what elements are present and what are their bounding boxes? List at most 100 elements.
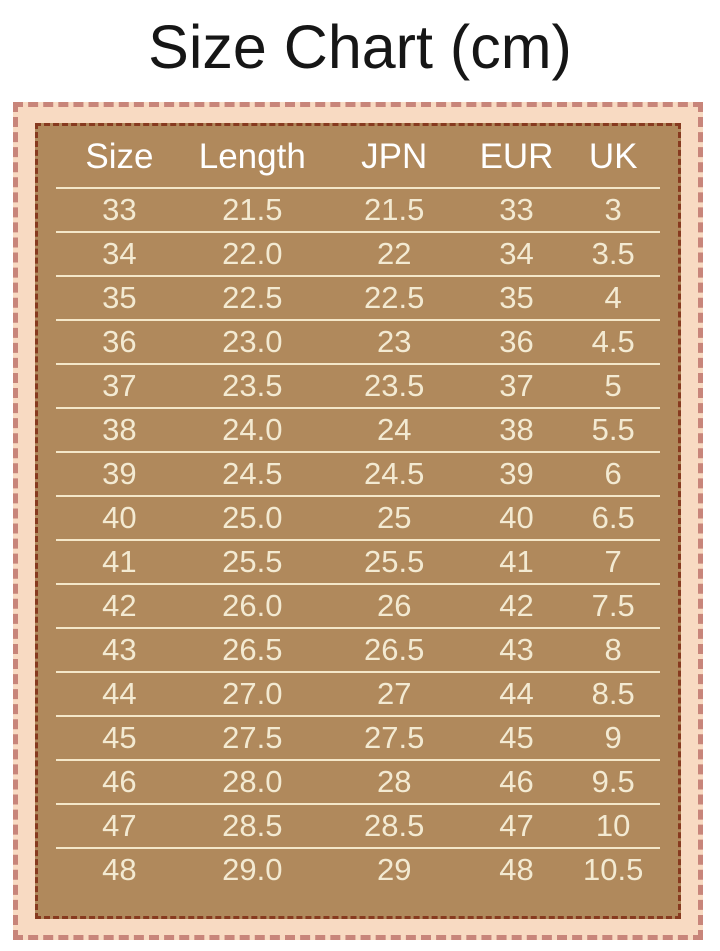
table-cell: 24.0 [182,408,322,453]
table-cell: 25.5 [182,540,322,585]
table-cell: 3 [566,188,660,233]
table-cell: 23.0 [182,320,322,365]
table-cell: 45 [56,716,183,761]
table-row: 36 23.0 23 36 4.5 [56,320,660,365]
table-cell: 36 [56,320,183,365]
table-cell: 34 [466,232,567,277]
column-header-length: Length [182,126,322,189]
table-row: 42 26.0 26 42 7.5 [56,584,660,629]
table-row: 46 28.0 28 46 9.5 [56,760,660,805]
table-cell: 46 [56,760,183,805]
table-cell: 22.5 [182,276,322,321]
table-cell: 25.5 [321,540,467,585]
table-cell: 8 [566,628,660,673]
table-row: 39 24.5 24.5 39 6 [56,452,660,497]
table-cell: 47 [56,804,183,849]
table-row: 34 22.0 22 34 3.5 [56,232,660,277]
table-cell: 46 [466,760,567,805]
table-cell: 6.5 [566,496,660,541]
table-cell: 10 [566,804,660,849]
table-cell: 25 [321,496,467,541]
table-cell: 22 [321,232,467,277]
table-cell: 43 [56,628,183,673]
table-cell: 39 [56,452,183,497]
table-cell: 41 [466,540,567,585]
table-cell: 23.5 [321,364,467,409]
table-row: 45 27.5 27.5 45 9 [56,716,660,761]
table-cell: 36 [466,320,567,365]
page-title: Size Chart (cm) [148,13,572,81]
table-cell: 4.5 [566,320,660,365]
table-cell: 8.5 [566,672,660,717]
table-cell: 41 [56,540,183,585]
table-cell: 35 [466,276,567,321]
table-cell: 9.5 [566,760,660,805]
table-cell: 33 [466,188,567,233]
table-cell: 34 [56,232,183,277]
table-cell: 39 [466,452,567,497]
table-cell: 26.5 [321,628,467,673]
table-cell: 23 [321,320,467,365]
table-cell: 28.5 [182,804,322,849]
table-cell: 42 [466,584,567,629]
table-row: 37 23.5 23.5 37 5 [56,364,660,409]
table-cell: 21.5 [182,188,322,233]
column-header-eur: EUR [466,126,567,189]
table-cell: 24.5 [321,452,467,497]
table-cell: 44 [56,672,183,717]
table-cell: 42 [56,584,183,629]
table-cell: 28.5 [321,804,467,849]
table-cell: 22.5 [321,276,467,321]
table-cell: 25.0 [182,496,322,541]
table-cell: 28.0 [182,760,322,805]
header-row: Size Length JPN EUR UK [56,126,660,189]
table-cell: 37 [56,364,183,409]
table-row: 38 24.0 24 38 5.5 [56,408,660,453]
table-cell: 43 [466,628,567,673]
table-cell: 44 [466,672,567,717]
size-table: Size Length JPN EUR UK 33 21.5 21.5 33 3 34 22.0 22… [56,126,660,891]
table-cell: 21.5 [321,188,467,233]
table-cell: 7.5 [566,584,660,629]
column-header-uk: UK [566,126,660,189]
table-cell: 38 [56,408,183,453]
table-cell: 33 [56,188,183,233]
size-chart-panel: Size Length JPN EUR UK 33 21.5 21.5 33 3 34 22.0 22… [13,102,703,940]
table-cell: 27 [321,672,467,717]
table-cell: 24 [321,408,467,453]
table-cell: 47 [466,804,567,849]
table-cell: 9 [566,716,660,761]
table-row: 40 25.0 25 40 6.5 [56,496,660,541]
table-cell: 22.0 [182,232,322,277]
table-cell: 38 [466,408,567,453]
column-header-size: Size [56,126,183,189]
table-cell: 5.5 [566,408,660,453]
table-cell: 10.5 [583,852,644,887]
table-row: 48 29.0 29 48 10.5 [56,848,660,891]
table-cell: 7 [566,540,660,585]
table-cell: 45 [466,716,567,761]
size-table-container: Size Length JPN EUR UK 33 21.5 21.5 33 3 34 22.0 22… [35,123,681,919]
table-cell: 5 [566,364,660,409]
table-cell: 37 [466,364,567,409]
table-cell: 48 [499,852,534,887]
table-cell: 26 [321,584,467,629]
table-row: 47 28.5 28.5 47 10 [56,804,660,849]
table-cell: 23.5 [182,364,322,409]
table-cell: 29 [376,852,412,887]
table-cell: 26.0 [182,584,322,629]
table-body: 33 21.5 21.5 33 3 34 22.0 22 34 3.5 35 22.5 22.5 35 4 3… [56,188,660,891]
table-row: 33 21.5 21.5 33 3 [56,188,660,233]
table-cell: 4 [566,276,660,321]
table-row: 44 27.0 27 44 8.5 [56,672,660,717]
table-cell: 28 [321,760,467,805]
table-row: 41 25.5 25.5 41 7 [56,540,660,585]
table-cell: 48 [102,852,137,887]
table-row: 43 26.5 26.5 43 8 [56,628,660,673]
table-cell: 24.5 [182,452,322,497]
table-cell: 29.0 [222,852,283,887]
table-cell: 27.0 [182,672,322,717]
table-row: 35 22.5 22.5 35 4 [56,276,660,321]
table-cell: 6 [566,452,660,497]
table-cell: 27.5 [182,716,322,761]
